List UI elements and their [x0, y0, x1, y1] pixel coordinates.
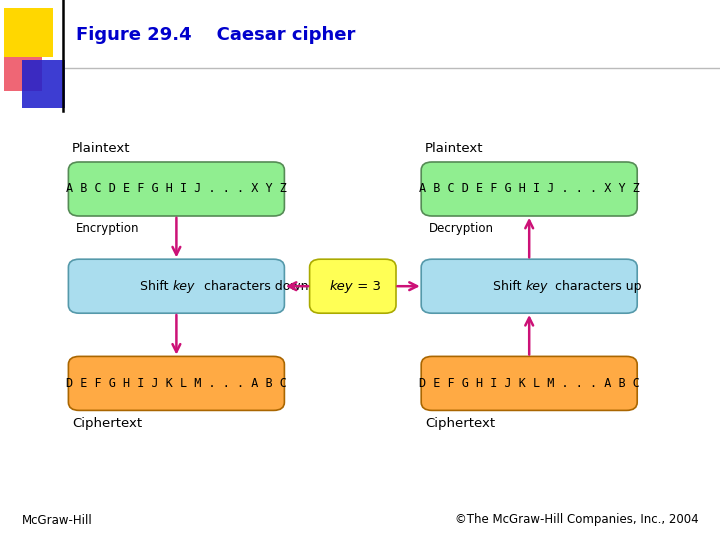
- Text: characters up: characters up: [551, 280, 642, 293]
- Text: key: key: [329, 280, 353, 293]
- FancyBboxPatch shape: [310, 259, 396, 313]
- Text: = 3: = 3: [353, 280, 381, 293]
- Text: Plaintext: Plaintext: [72, 142, 130, 155]
- FancyBboxPatch shape: [68, 259, 284, 313]
- FancyBboxPatch shape: [68, 356, 284, 410]
- FancyBboxPatch shape: [68, 162, 284, 216]
- Text: Shift: Shift: [493, 280, 526, 293]
- Text: Ciphertext: Ciphertext: [425, 417, 495, 430]
- FancyBboxPatch shape: [421, 162, 637, 216]
- Text: A B C D E F G H I J . . . X Y Z: A B C D E F G H I J . . . X Y Z: [66, 183, 287, 195]
- Text: D E F G H I J K L M . . . A B C: D E F G H I J K L M . . . A B C: [419, 377, 639, 390]
- Text: ©The McGraw-Hill Companies, Inc., 2004: ©The McGraw-Hill Companies, Inc., 2004: [455, 514, 698, 526]
- FancyBboxPatch shape: [4, 52, 42, 91]
- Text: D E F G H I J K L M . . . A B C: D E F G H I J K L M . . . A B C: [66, 377, 287, 390]
- FancyBboxPatch shape: [4, 8, 53, 57]
- Text: Ciphertext: Ciphertext: [72, 417, 142, 430]
- Text: A B C D E F G H I J . . . X Y Z: A B C D E F G H I J . . . X Y Z: [419, 183, 639, 195]
- FancyBboxPatch shape: [421, 259, 637, 313]
- Text: Plaintext: Plaintext: [425, 142, 483, 155]
- FancyBboxPatch shape: [22, 60, 65, 108]
- Text: Decryption: Decryption: [428, 222, 493, 235]
- Text: key: key: [173, 280, 195, 293]
- Text: Encryption: Encryption: [76, 222, 139, 235]
- Text: Figure 29.4    Caesar cipher: Figure 29.4 Caesar cipher: [76, 26, 355, 44]
- Text: key: key: [526, 280, 548, 293]
- Text: Shift: Shift: [140, 280, 173, 293]
- Text: McGraw-Hill: McGraw-Hill: [22, 514, 92, 526]
- Text: characters down: characters down: [200, 280, 309, 293]
- FancyBboxPatch shape: [421, 356, 637, 410]
